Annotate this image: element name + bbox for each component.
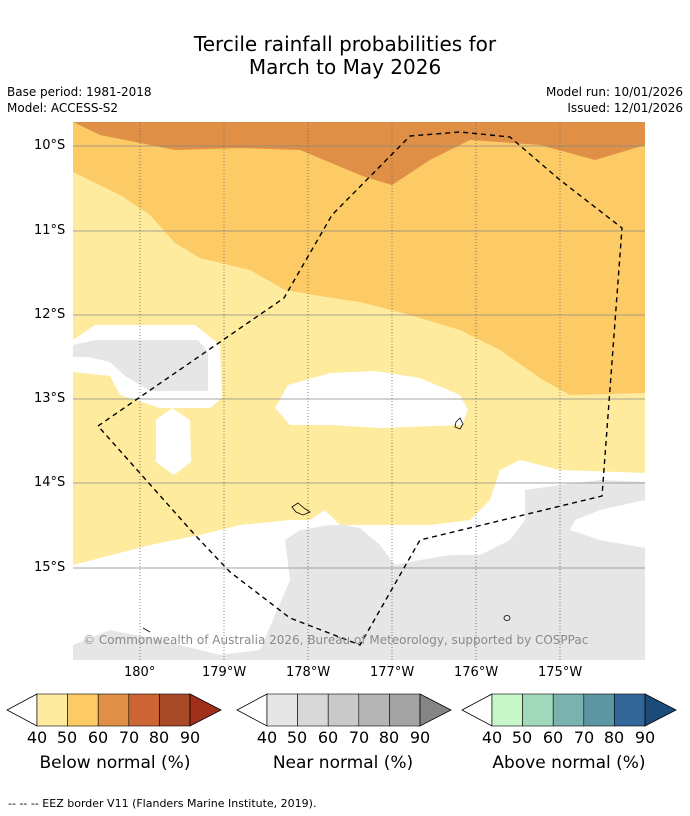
colorbar-cell	[389, 693, 421, 727]
lat-label-13s: 13°S	[34, 391, 66, 406]
forecast-map	[73, 122, 645, 660]
tick-label: 40	[256, 728, 278, 747]
tick-label: 40	[26, 728, 48, 747]
model-name: Model: ACCESS-S2	[7, 101, 119, 115]
colorbar-cell	[97, 693, 130, 727]
tick-label: 70	[573, 728, 595, 747]
copyright-notice: © Commonwealth of Australia 2026, Bureau…	[83, 633, 589, 647]
tick-label: 90	[634, 728, 656, 747]
colorbar-under-triangle	[461, 693, 493, 727]
colorbar-below-normal	[6, 693, 222, 727]
lon-label-176w: 176°W	[454, 665, 499, 680]
tick-label: 80	[148, 728, 170, 747]
tick-label: 60	[542, 728, 564, 747]
base-period: Base period: 1981-2018	[7, 85, 152, 99]
colorbar-cell	[297, 693, 329, 727]
colorbar-under-triangle	[6, 693, 38, 727]
lon-label-179w: 179°W	[202, 665, 247, 680]
colorbar-cell	[128, 693, 160, 727]
colorbar-cell	[614, 693, 646, 727]
tick-label: 80	[378, 728, 400, 747]
white-patch-small	[156, 408, 191, 475]
colorbar-above-label: Above normal (%)	[492, 753, 646, 773]
tick-label: 70	[348, 728, 370, 747]
colorbar-cell	[522, 693, 554, 727]
colorbar-above-normal	[461, 693, 677, 727]
colorbar-cell	[36, 693, 68, 727]
colorbar-cell	[67, 693, 99, 727]
colorbar-cell	[358, 693, 390, 727]
below-normal-50-region	[73, 122, 645, 395]
grid-lines	[73, 145, 645, 569]
eez-footnote: -- -- -- EEZ border V11 (Flanders Marine…	[8, 797, 317, 810]
colorbar-over-triangle	[419, 693, 452, 727]
lon-label-178w: 178°W	[286, 665, 331, 680]
issued-date: Issued: 12/01/2026	[567, 101, 683, 115]
lat-label-14s: 14°S	[34, 475, 66, 490]
tick-label: 50	[511, 728, 533, 747]
lat-label-11s: 11°S	[34, 223, 66, 238]
below-normal-60-region	[73, 122, 645, 185]
near-normal-40-region	[73, 480, 645, 660]
tick-label: 90	[409, 728, 431, 747]
tick-label: 80	[603, 728, 625, 747]
white-patch-central	[275, 371, 468, 428]
colorbar-cell	[583, 693, 615, 727]
tick-label: 50	[286, 728, 308, 747]
colorbar-cell	[491, 693, 523, 727]
lon-label-177w: 177°W	[370, 665, 415, 680]
colorbar-near-normal	[236, 693, 452, 727]
model-run: Model run: 10/01/2026	[545, 85, 683, 99]
island-wallis	[454, 417, 464, 430]
tick-label: 40	[481, 728, 503, 747]
colorbar-under-triangle	[236, 693, 268, 727]
colorbar-below-label: Below normal (%)	[39, 753, 191, 773]
lat-label-10s: 10°S	[34, 138, 66, 153]
lat-label-15s: 15°S	[34, 560, 66, 575]
colorbar-cell	[552, 693, 585, 727]
colorbar-cell	[327, 693, 360, 727]
lat-label-12s: 12°S	[34, 307, 66, 322]
colorbar-over-triangle	[644, 693, 677, 727]
colorbar-cell	[159, 693, 191, 727]
island-futuna	[291, 502, 311, 516]
island-small	[503, 615, 511, 621]
tick-label: 70	[118, 728, 140, 747]
tick-label: 50	[56, 728, 78, 747]
tick-label: 60	[87, 728, 109, 747]
island-tiny	[142, 627, 151, 633]
tick-label: 60	[317, 728, 339, 747]
title-line-2: March to May 2026	[248, 55, 442, 79]
eez-border	[96, 131, 623, 646]
lon-label-180: 180°	[124, 665, 156, 680]
colorbar-cell	[266, 693, 298, 727]
colorbar-over-triangle	[189, 693, 222, 727]
tick-label: 90	[179, 728, 201, 747]
colorbar-near-label: Near normal (%)	[272, 753, 414, 773]
near-normal-patch-west	[73, 340, 208, 391]
title-line-1: Tercile rainfall probabilities for	[193, 32, 497, 56]
lon-label-175w: 175°W	[538, 665, 583, 680]
